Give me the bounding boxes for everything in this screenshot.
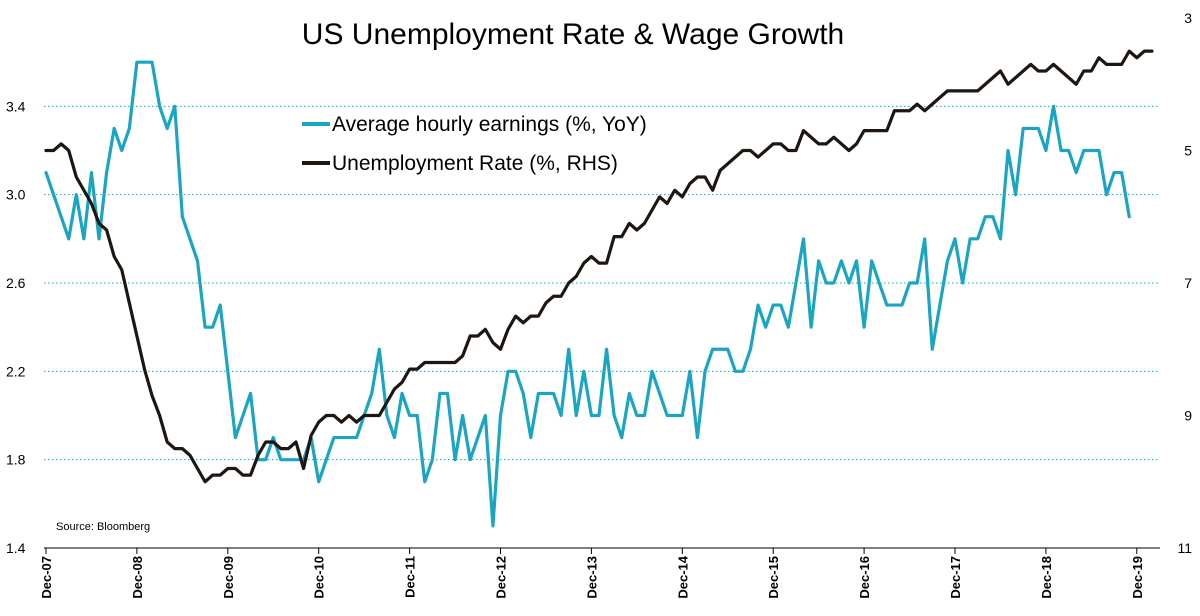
x-tick-label: Dec-10 <box>312 556 327 599</box>
x-tick-label: Dec-09 <box>221 556 236 599</box>
x-tick-label: Dec-16 <box>857 556 872 599</box>
x-axis-ticks: Dec-07 Dec-08 Dec-09 Dec-10 Dec-11 Dec-12 Dec-… <box>39 548 1145 599</box>
series-line-unemployment <box>44 49 1154 484</box>
right-y-axis-ticks: 3 5 7 9 11 <box>1177 10 1192 556</box>
x-tick-label: Dec-15 <box>766 556 781 599</box>
x-tick-label: Dec-12 <box>494 556 509 599</box>
series-lines <box>44 49 1154 528</box>
right-tick-label: 7 <box>1184 275 1192 291</box>
left-tick-label: 1.4 <box>6 540 26 556</box>
legend-label-unemployment: Unemployment Rate (%, RHS) <box>332 152 618 175</box>
left-tick-label: 3.4 <box>6 98 26 114</box>
right-tick-label: 9 <box>1184 408 1192 424</box>
x-tick-label: Dec-13 <box>584 556 599 599</box>
right-tick-label: 11 <box>1177 540 1192 556</box>
x-tick-label: Dec-19 <box>1130 556 1145 599</box>
chart-title: US Unemployment Rate & Wage Growth <box>302 18 844 51</box>
x-tick-label: Dec-17 <box>948 556 963 599</box>
left-y-axis-ticks: 1.4 1.8 2.2 2.6 3.0 3.4 <box>6 98 26 556</box>
left-tick-label: 2.2 <box>6 363 26 379</box>
x-tick-label: Dec-08 <box>130 556 145 599</box>
left-tick-label: 2.6 <box>6 275 26 291</box>
right-tick-label: 3 <box>1184 10 1192 26</box>
series-line-earnings <box>44 60 1131 528</box>
x-tick-label: Dec-11 <box>403 556 418 598</box>
x-tick-label: Dec-14 <box>675 555 690 598</box>
left-tick-label: 3.0 <box>6 187 26 203</box>
left-tick-label: 1.8 <box>6 452 26 468</box>
source-note: Source: Bloomberg <box>56 521 150 533</box>
legend-label-earnings: Average hourly earnings (%, YoY) <box>332 113 647 136</box>
right-tick-label: 5 <box>1184 143 1192 159</box>
x-tick-label: Dec-18 <box>1039 556 1054 599</box>
legend: Average hourly earnings (%, YoY) Unemplo… <box>302 113 647 175</box>
x-tick-label: Dec-07 <box>39 556 54 599</box>
